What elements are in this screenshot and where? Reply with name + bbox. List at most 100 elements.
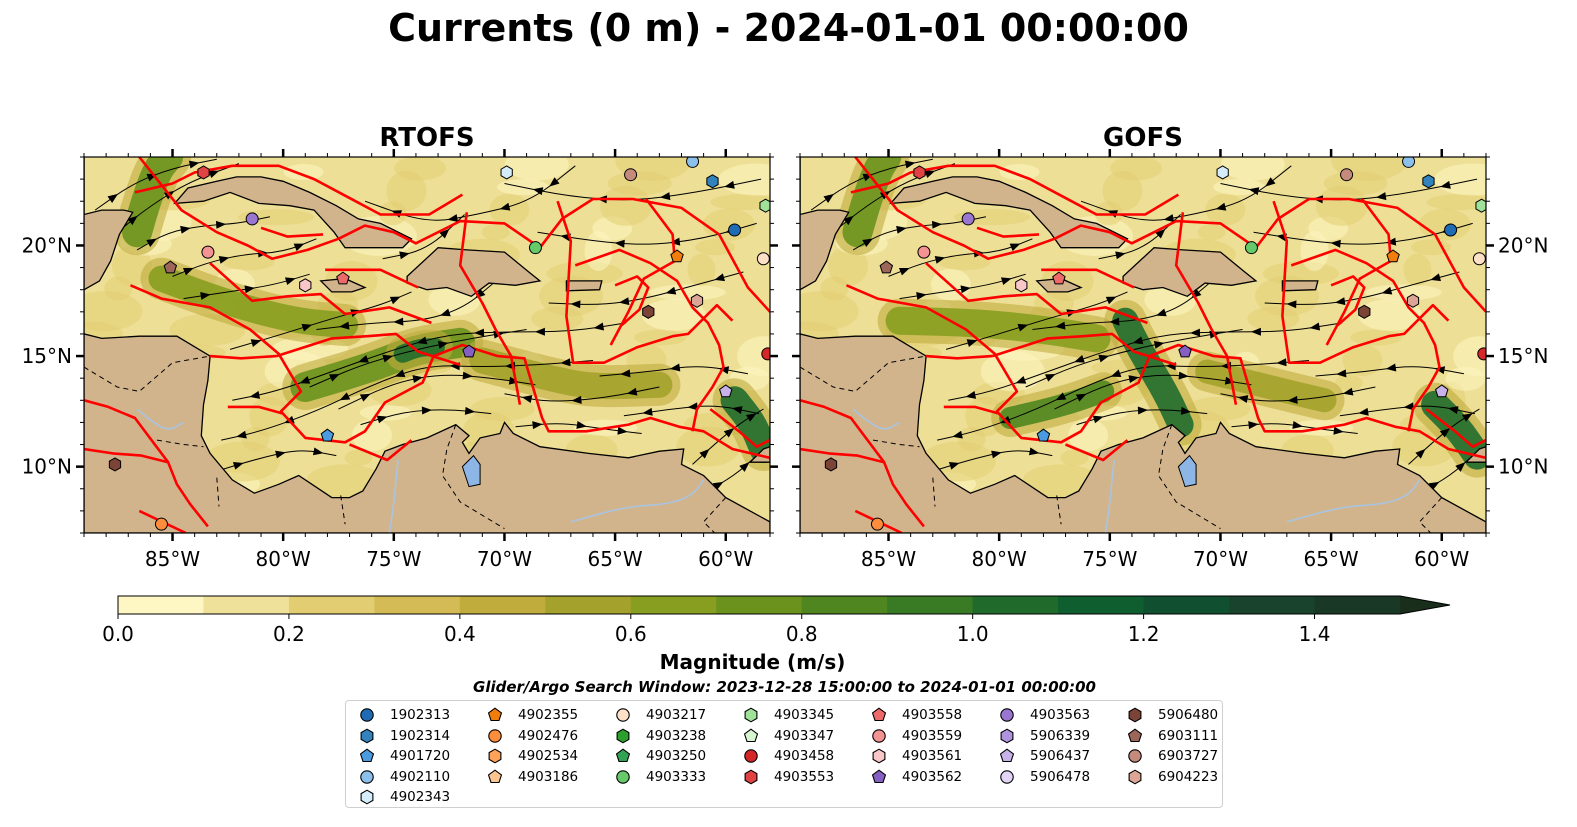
platform-marker-4903553[interactable]: [197, 165, 210, 180]
legend-entry-4902476: 4902476: [486, 726, 578, 746]
speed-patch: [1110, 157, 1163, 181]
platform-marker-4902476[interactable]: [154, 517, 168, 531]
legend-marker-hexagon-icon: [1128, 707, 1142, 723]
country-border: [800, 355, 927, 392]
eez-boundary: [227, 405, 284, 415]
platform-marker-4902110[interactable]: [686, 155, 700, 168]
streamline-arrow: [236, 430, 247, 439]
platform-marker-1902314[interactable]: [706, 174, 719, 189]
lon-tick-label: 70°W: [1193, 547, 1248, 571]
platform-marker-6903727[interactable]: [1340, 168, 1354, 182]
streamline-arrow: [521, 395, 533, 404]
streamline-arrow: [439, 228, 450, 239]
lon-tick-label: 75°W: [366, 547, 421, 571]
legend-label: 4902110: [390, 768, 451, 785]
streamline: [1080, 165, 1292, 221]
platform-marker-4903333[interactable]: [528, 241, 542, 255]
platform-marker-5906437[interactable]: [718, 384, 733, 398]
country-border: [216, 477, 220, 507]
speed-patch: [481, 224, 510, 241]
legend-entry-4903217: 4903217: [614, 705, 706, 725]
panel-rtofs: 85°W 80°W 75°W 70°W 65°W 60°W 20°N 15°N 10°N RTOF…: [22, 123, 778, 571]
platform-marker-4903345[interactable]: [1475, 198, 1487, 213]
lon-tick-label: 65°W: [1303, 547, 1358, 571]
eez-boundary: [943, 405, 1000, 415]
streamline-arrow: [218, 255, 230, 264]
legend-marker-circle-icon: [360, 769, 374, 784]
platform-marker-4903458[interactable]: [1477, 347, 1490, 361]
platform-marker-6904223[interactable]: [1406, 293, 1420, 308]
streamline-arrow: [843, 215, 854, 226]
platform-marker-4903458[interactable]: [761, 347, 774, 361]
colorbar-bin: [118, 596, 204, 614]
platform-marker-4903217[interactable]: [1472, 252, 1486, 266]
platform-marker-4903563[interactable]: [245, 212, 259, 226]
streamline-arrow: [1415, 448, 1426, 459]
colorbar-bin: [716, 596, 803, 614]
platform-marker-4903561[interactable]: [1015, 278, 1028, 293]
platform-marker-6903111[interactable]: [879, 260, 894, 274]
platform-marker-6904223[interactable]: [690, 293, 704, 308]
eez-boundary: [1425, 408, 1486, 448]
lon-tick-label: 80°W: [256, 547, 311, 571]
platform-marker-4903558[interactable]: [336, 271, 350, 285]
speed-patch: [1453, 336, 1486, 377]
platform-marker-4903561[interactable]: [299, 278, 312, 293]
lat-tick-label: 20°N: [22, 233, 72, 257]
platform-marker-4903559[interactable]: [201, 245, 215, 259]
river: [388, 459, 399, 533]
colorbar-bin: [887, 596, 974, 614]
panel-title-gofs: GOFS: [1103, 123, 1183, 153]
speed-patch: [800, 291, 859, 332]
land-mass: [800, 157, 850, 291]
platform-marker-4901720[interactable]: [320, 428, 335, 442]
streamline-arrow: [1381, 286, 1393, 295]
streamline-arrow: [1292, 421, 1303, 429]
platform-marker-4903553[interactable]: [913, 165, 926, 180]
streamline-arrow: [215, 220, 227, 229]
platform-marker-5906480[interactable]: [1358, 304, 1371, 319]
platform-marker-4903345[interactable]: [759, 198, 771, 213]
platform-marker-4902343[interactable]: [1216, 165, 1229, 180]
platform-marker-4901720[interactable]: [1036, 428, 1051, 442]
streamline-arrow: [669, 363, 681, 372]
platform-marker-5906480[interactable]: [108, 457, 122, 472]
platform-marker-4903217[interactable]: [756, 252, 770, 266]
platform-marker-4903333[interactable]: [1244, 241, 1258, 255]
legend-marker-hexagon-icon: [1000, 728, 1014, 743]
speed-patch: [599, 185, 652, 226]
eez-boundary: [1065, 439, 1129, 462]
platform-marker-4902355[interactable]: [670, 249, 684, 263]
platform-marker-1902313[interactable]: [728, 223, 742, 237]
platform-marker-5906480[interactable]: [824, 457, 838, 472]
platform-marker-5906480[interactable]: [642, 304, 655, 319]
platform-marker-4903563[interactable]: [961, 212, 975, 226]
platform-marker-1902314[interactable]: [1422, 174, 1435, 189]
legend-label: 4903217: [646, 707, 707, 723]
streamline: [136, 216, 271, 251]
platform-marker-4902343[interactable]: [500, 165, 513, 180]
streamline-arrow: [1109, 317, 1120, 326]
speed-patch: [820, 276, 849, 301]
platform-marker-6903727[interactable]: [624, 168, 638, 182]
legend-marker-circle-icon: [872, 728, 886, 743]
platform-marker-4902355[interactable]: [1386, 249, 1400, 263]
platform-marker-4902110[interactable]: [1402, 155, 1416, 168]
legend-entry-5906480: 5906480: [1126, 705, 1218, 725]
platform-marker-6903111[interactable]: [163, 260, 178, 274]
platform-marker-4903562[interactable]: [462, 344, 476, 358]
platform-marker-5906437[interactable]: [1434, 384, 1449, 398]
platform-marker-4903559[interactable]: [917, 245, 931, 259]
platform-marker-4903562[interactable]: [1178, 344, 1192, 358]
platform-marker-4902476[interactable]: [870, 517, 884, 531]
platform-marker-1902313[interactable]: [1444, 223, 1458, 237]
streamline-arrow: [896, 225, 907, 234]
legend: 1902313 1902314 4901720 4902110 4902343 49023…: [345, 700, 1223, 808]
country-border: [441, 424, 505, 530]
legend-label: 4903238: [646, 727, 707, 744]
streamline-arrow: [1342, 387, 1354, 396]
platform-marker-4903558[interactable]: [1052, 271, 1066, 285]
streamline: [364, 165, 576, 221]
colorbar-ticks: 0.0 0.2 0.4 0.6 0.8 1.0 1.2 1.4: [0, 622, 1577, 648]
streamline-arrow: [960, 285, 971, 294]
